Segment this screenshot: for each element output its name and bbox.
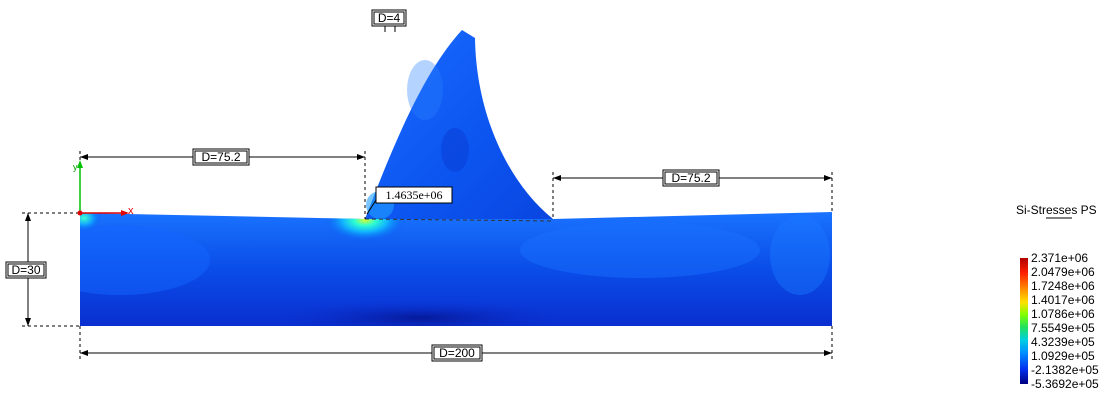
x-axis-label: x	[128, 205, 134, 217]
legend-title: Si-Stresses PS	[1016, 203, 1097, 217]
left-span-dimension: D=75.2	[79, 148, 366, 219]
legend-tick: 4.3239e+05	[1031, 335, 1095, 349]
left-span-label: D=75.2	[201, 150, 240, 164]
legend-tick: 1.7248e+06	[1031, 279, 1095, 293]
legend-tick: -5.3692e+05	[1031, 377, 1099, 391]
legend-ticks: 2.371e+06 2.0479e+06 1.7248e+06 1.4017e+…	[1031, 251, 1099, 391]
substrate-body	[80, 212, 832, 326]
height-label: D=30	[11, 263, 40, 277]
legend-tick: 2.371e+06	[1031, 251, 1088, 265]
right-span-label: D=75.2	[671, 171, 710, 185]
right-span-dimension: D=75.2	[552, 169, 833, 219]
gap-dimension-label: D=4	[378, 11, 401, 25]
legend-tick: 2.0479e+06	[1031, 265, 1095, 279]
stress-legend: Si-Stresses PS 2.371e+06 2.0479e+06 1.72…	[1016, 203, 1099, 391]
y-axis-label: y	[73, 162, 78, 172]
axes-marker: y x	[73, 160, 134, 217]
interface-line	[364, 218, 554, 222]
legend-tick: 1.0786e+06	[1031, 307, 1095, 321]
legend-tick: -2.1382e+05	[1031, 363, 1099, 377]
width-label: D=200	[439, 346, 475, 360]
peak-annotation: 1.4635e+06	[366, 186, 453, 215]
height-dimension: D=30	[5, 212, 80, 327]
width-dimension: D=200	[79, 326, 833, 362]
peak-value-label: 1.4635e+06	[385, 188, 442, 202]
legend-tick: 1.4017e+06	[1031, 293, 1095, 307]
legend-colorbar	[1020, 258, 1028, 384]
gap-dimension: D=4	[371, 9, 407, 32]
legend-tick: 1.0929e+05	[1031, 349, 1095, 363]
legend-tick: 7.5549e+05	[1031, 321, 1095, 335]
